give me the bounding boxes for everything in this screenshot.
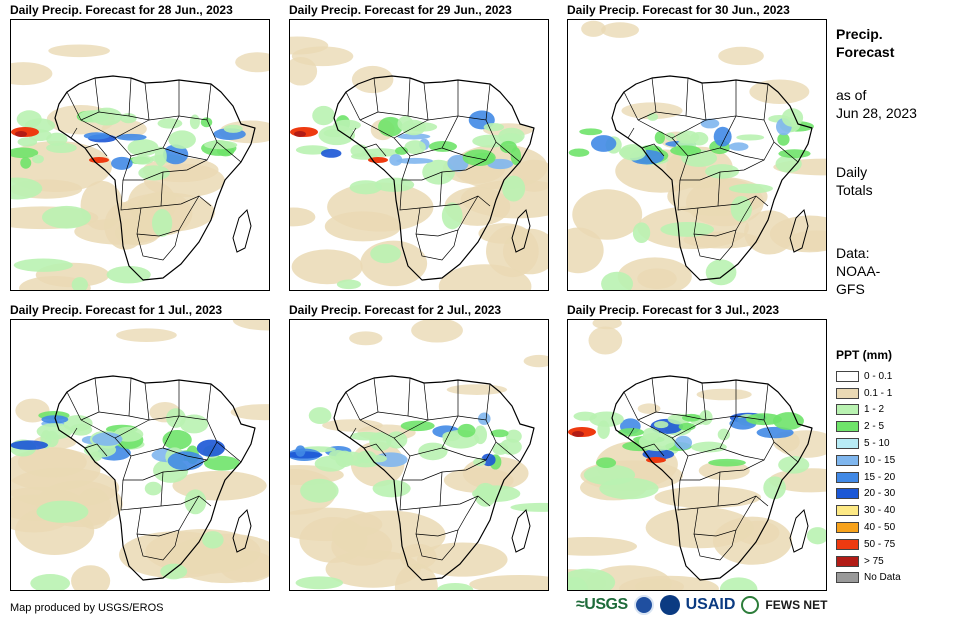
usaid-logo: USAID	[685, 596, 736, 613]
legend-swatch	[836, 387, 859, 399]
totals-line2: Totals	[836, 182, 873, 198]
precip-map	[289, 319, 549, 591]
panel-title: Daily Precip. Forecast for 2 Jul., 2023	[289, 303, 502, 317]
map-title-line2: Forecast	[836, 44, 895, 60]
panel-title: Daily Precip. Forecast for 28 Jun., 2023	[10, 3, 233, 17]
legend-swatch	[836, 454, 859, 466]
legend-label: No Data	[864, 572, 901, 584]
precip-map	[10, 319, 270, 591]
legend-item: 0.1 - 1	[836, 385, 901, 402]
legend-label: 2 - 5	[864, 421, 885, 433]
legend-item: No Data	[836, 570, 901, 587]
usgs-logo: ≈USGS	[576, 596, 628, 613]
precip-map	[567, 319, 827, 591]
legend-label: 0 - 0.1	[864, 370, 893, 382]
as-of-date: as of Jun 28, 2023	[836, 86, 917, 122]
legend-item: 30 - 40	[836, 502, 901, 519]
legend-swatch	[836, 404, 859, 416]
legend-item: 2 - 5	[836, 418, 901, 435]
panel-title: Daily Precip. Forecast for 1 Jul., 2023	[10, 303, 223, 317]
legend-swatch	[836, 471, 859, 483]
data-source-line1: Data:	[836, 245, 870, 261]
map-credit: Map produced by USGS/EROS	[10, 602, 164, 614]
legend-item: > 75	[836, 553, 901, 570]
panel-title: Daily Precip. Forecast for 3 Jul., 2023	[567, 303, 780, 317]
legend-swatch	[836, 488, 859, 500]
as-of-label: as of	[836, 87, 867, 103]
legend-label: 40 - 50	[864, 522, 896, 534]
legend-item: 5 - 10	[836, 435, 901, 452]
map-title-line1: Precip.	[836, 26, 883, 42]
legend-label: 10 - 15	[864, 454, 896, 466]
as-of-value: Jun 28, 2023	[836, 105, 917, 121]
legend-item: 1 - 2	[836, 402, 901, 419]
legend-label: > 75	[864, 555, 884, 567]
partner-logos: ≈USGS USAID FEWS NET	[576, 595, 827, 615]
precip-map	[289, 19, 549, 291]
legend-title: PPT (mm)	[836, 348, 893, 362]
usaid-seal-icon	[659, 595, 680, 615]
legend-swatch	[836, 421, 859, 433]
legend-swatch	[836, 572, 859, 584]
legend-label: 0.1 - 1	[864, 387, 893, 399]
data-source-line3: GFS	[836, 281, 865, 297]
data-source-line2: NOAA-	[836, 263, 881, 279]
legend-label: 50 - 75	[864, 538, 896, 550]
map-title: Precip. Forecast	[836, 25, 894, 61]
legend-label: 15 - 20	[864, 471, 896, 483]
legend-item: 40 - 50	[836, 519, 901, 536]
legend-item: 10 - 15	[836, 452, 901, 469]
legend-label: 30 - 40	[864, 505, 896, 517]
fews-net-logo: FEWS NET	[765, 598, 828, 612]
totals-line1: Daily	[836, 164, 868, 180]
legend-swatch	[836, 555, 859, 567]
legend-swatch	[836, 370, 859, 382]
precip-map	[567, 19, 827, 291]
legend-swatch	[836, 522, 859, 534]
legend-item: 50 - 75	[836, 536, 901, 553]
panel-title: Daily Precip. Forecast for 29 Jun., 2023	[289, 3, 512, 17]
panel-title: Daily Precip. Forecast for 30 Jun., 2023	[567, 3, 790, 17]
legend-item: 15 - 20	[836, 469, 901, 486]
precip-map	[10, 19, 270, 291]
legend-swatch	[836, 438, 859, 450]
legend-swatch	[836, 505, 859, 517]
fews-net-globe-icon	[741, 596, 760, 614]
precip-legend: PPT (mm) 0 - 0.1 0.1 - 1 1 - 2 2 - 5 5 - 10 1…	[836, 348, 901, 586]
data-source: Data: NOAA- GFS	[836, 244, 880, 298]
noaa-logo-icon	[633, 595, 654, 615]
totals-label: Daily Totals	[836, 163, 873, 199]
legend-label: 5 - 10	[864, 438, 890, 450]
legend-label: 1 - 2	[864, 404, 885, 416]
legend-item: 0 - 0.1	[836, 368, 901, 385]
legend-item: 20 - 30	[836, 486, 901, 503]
legend-swatch	[836, 538, 859, 550]
legend-label: 20 - 30	[864, 488, 896, 500]
